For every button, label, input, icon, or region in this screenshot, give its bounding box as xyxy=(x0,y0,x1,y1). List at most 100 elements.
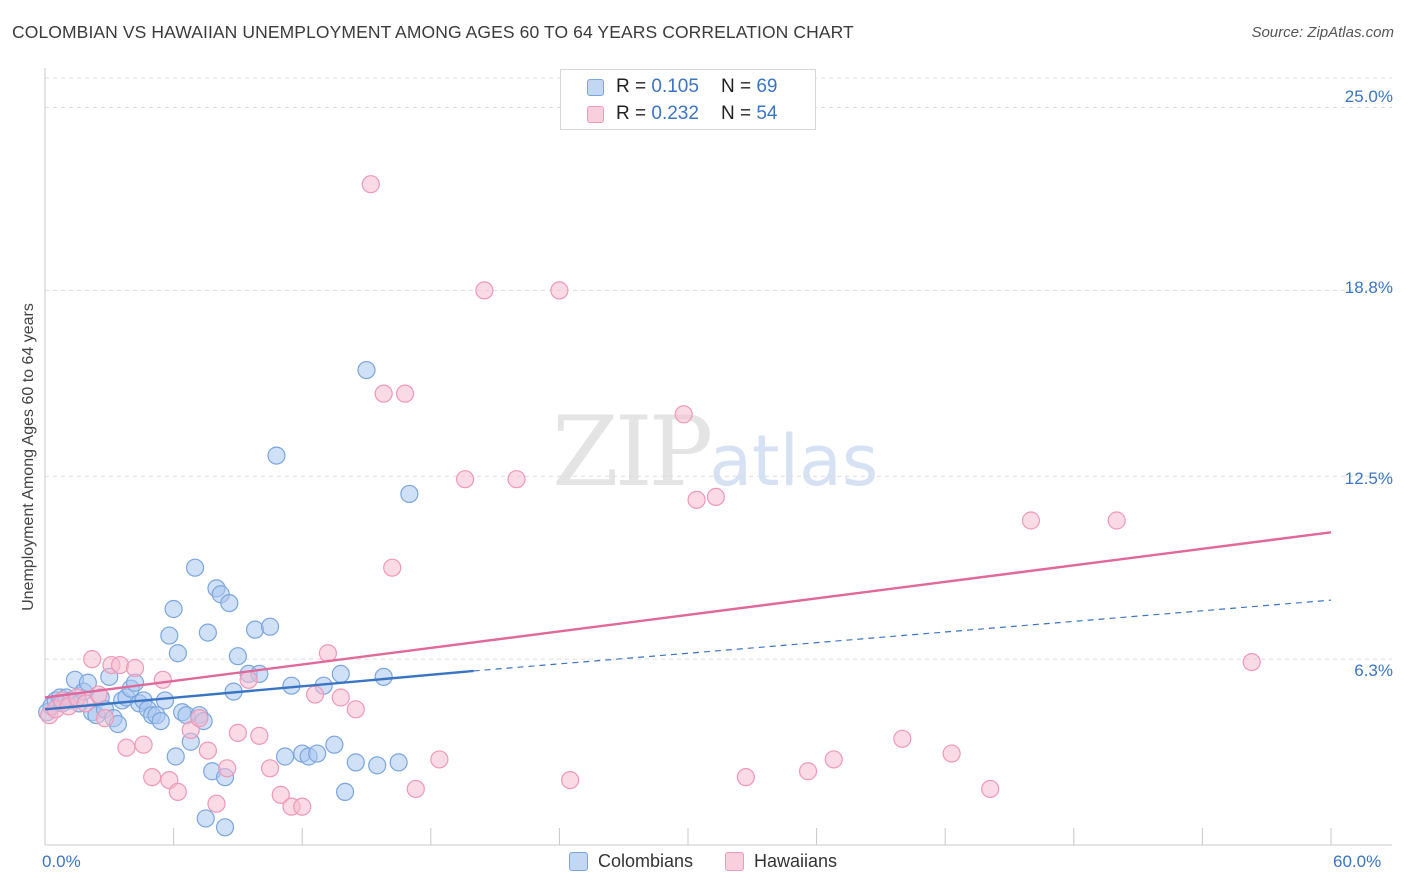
hawaiian-point-23 xyxy=(228,723,247,743)
colombian-point-62 xyxy=(357,360,376,380)
colombian-point-64 xyxy=(374,667,393,686)
legend-r-label: R = xyxy=(616,103,647,124)
legend-r-value: 0.232 xyxy=(651,103,699,124)
colombian-point-68 xyxy=(215,818,235,837)
legend-n-label: N = xyxy=(720,103,752,124)
hawaiian-point-33 xyxy=(346,700,365,719)
legend-r-value: 0.105 xyxy=(651,76,699,97)
hawaiian-point-42 xyxy=(507,470,526,489)
hawaiian-point-55 xyxy=(1107,511,1126,530)
hawaiian-point-53 xyxy=(981,779,1000,799)
hawaiian-point-13 xyxy=(134,735,153,754)
legend-row-colombians: R = 0.105 N = 69 xyxy=(587,74,777,100)
hawaiian-point-12 xyxy=(125,658,145,678)
y-tick-label-12-5: 12.5% xyxy=(1344,469,1393,488)
hawaiian-point-46 xyxy=(687,490,706,509)
x-tick-label-max: 60.0% xyxy=(1333,852,1382,871)
colombian-trend-extension xyxy=(473,599,1332,672)
colombian-point-60 xyxy=(335,782,355,802)
hawaiian-point-36 xyxy=(383,558,402,577)
hawaiian-point-14 xyxy=(143,768,162,787)
legend-item-hawaiians[interactable]: Hawaiians xyxy=(725,851,837,872)
colombian-point-48 xyxy=(245,620,265,639)
colombian-point-30 xyxy=(164,599,183,619)
legend-row-hawaiians: R = 0.232 N = 54 xyxy=(587,101,777,127)
colombian-point-36 xyxy=(185,558,205,577)
hawaiian-point-20 xyxy=(198,741,217,760)
correlation-legend: R = 0.105 N = 69 R = 0.232 N = 54 xyxy=(560,69,816,130)
hawaiian-point-40 xyxy=(455,470,475,489)
colombian-point-63 xyxy=(368,756,387,775)
colombian-point-32 xyxy=(168,644,187,663)
legend-n-value: 69 xyxy=(756,76,778,97)
hawaiian-point-19 xyxy=(190,709,209,728)
hawaiian-point-11 xyxy=(117,738,136,757)
hawaiian-point-17 xyxy=(168,782,187,802)
legend-n-value: 54 xyxy=(756,103,778,124)
y-tick-label-6-3: 6.3% xyxy=(1354,661,1393,680)
hawaiian-point-34 xyxy=(361,175,380,194)
colombian-point-67 xyxy=(196,809,215,828)
hawaiian-trend-line xyxy=(44,531,1332,699)
hawaiian-point-47 xyxy=(706,487,725,506)
colombian-trend-line xyxy=(44,669,474,711)
colombian-point-27 xyxy=(151,711,170,731)
colombian-point-61 xyxy=(346,753,365,772)
source-label: Source: ZipAtlas.com xyxy=(1251,24,1394,41)
colombian-point-50 xyxy=(260,617,280,636)
colombian-point-28 xyxy=(155,691,175,710)
hawaiian-point-32 xyxy=(331,688,350,707)
hawaiian-point-38 xyxy=(406,779,425,799)
hawaiian-point-7 xyxy=(89,685,108,704)
legend-swatch-hawaiians xyxy=(725,852,744,871)
hawaiian-point-49 xyxy=(798,762,818,781)
colombian-point-51 xyxy=(267,446,286,465)
legend-n-label: N = xyxy=(720,76,752,97)
hawaiian-point-52 xyxy=(942,744,961,763)
hawaiian-point-51 xyxy=(893,729,912,748)
hawaiian-point-15 xyxy=(153,670,172,689)
hawaiian-point-35 xyxy=(374,384,393,403)
hawaiian-point-43 xyxy=(550,281,569,300)
colombian-point-52 xyxy=(275,747,295,766)
y-tick-label-18-8: 18.8% xyxy=(1344,278,1393,297)
colombian-point-39 xyxy=(198,623,217,642)
legend-r-label: R = xyxy=(616,76,647,97)
legend-swatch-colombians xyxy=(568,852,588,871)
hawaiian-point-5 xyxy=(76,694,95,713)
colombian-point-46 xyxy=(228,647,247,666)
hawaiian-point-25 xyxy=(250,726,269,745)
hawaiian-point-30 xyxy=(305,685,325,704)
hawaiian-point-37 xyxy=(395,384,415,403)
series-legend: Colombians Hawaiians xyxy=(0,851,1406,872)
hawaiian-point-41 xyxy=(475,281,494,300)
legend-label-colombians: Colombians xyxy=(597,851,693,871)
hawaiian-point-22 xyxy=(218,759,237,778)
x-tick-label-min: 0.0% xyxy=(42,852,81,871)
hawaiian-point-8 xyxy=(95,709,115,728)
colombian-point-66 xyxy=(400,484,419,504)
hawaiian-point-24 xyxy=(239,670,258,689)
colombian-point-56 xyxy=(308,744,327,763)
hawaiian-point-26 xyxy=(260,759,280,778)
colombian-point-31 xyxy=(166,747,185,766)
hawaiian-point-6 xyxy=(83,650,102,669)
hawaiian-point-39 xyxy=(430,750,449,769)
hawaiian-point-10 xyxy=(110,655,130,675)
colombian-point-44 xyxy=(220,593,239,613)
y-tick-label-25-0: 25.0% xyxy=(1344,87,1393,106)
hawaiian-point-29 xyxy=(293,797,312,816)
hawaiian-point-48 xyxy=(736,768,755,787)
hawaiian-point-45 xyxy=(674,405,693,424)
legend-swatch-pink xyxy=(587,105,604,123)
colombian-point-58 xyxy=(325,735,344,754)
watermark-atlas: atlas xyxy=(709,420,879,502)
colombian-point-59 xyxy=(331,664,350,684)
legend-label-hawaiians: Hawaiians xyxy=(754,851,838,871)
hawaiian-point-27 xyxy=(271,785,290,804)
hawaiian-point-44 xyxy=(561,770,580,790)
legend-item-colombians[interactable]: Colombians xyxy=(568,851,693,872)
chart-title: COLOMBIAN VS HAWAIIAN UNEMPLOYMENT AMONG… xyxy=(12,22,854,42)
hawaiian-point-21 xyxy=(207,794,226,813)
